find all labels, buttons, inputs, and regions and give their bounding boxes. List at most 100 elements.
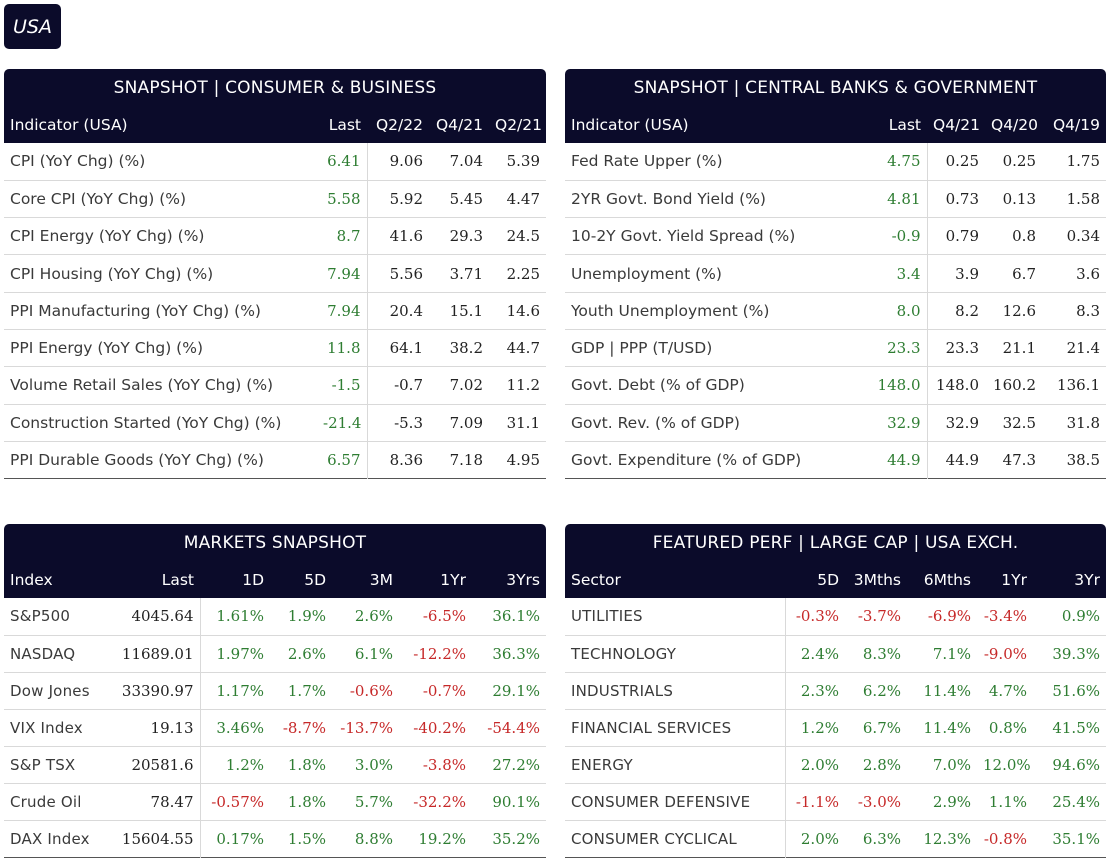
- cell-value: -54.4%: [487, 718, 540, 737]
- cell-value: 5.92: [389, 189, 423, 208]
- row-label: 10-2Y Govt. Yield Spread (%): [571, 227, 796, 246]
- cell-value: 44.9: [945, 451, 979, 470]
- cell-value: 6.1%: [354, 644, 393, 663]
- table-row: Govt. Rev. (% of GDP) 32.9 32.9 32.5 31.8: [565, 404, 1106, 442]
- cell-value: -6.5%: [422, 607, 466, 626]
- markets-header: Index Last 1D 5D 3M 1Yr 3Yrs: [4, 562, 546, 598]
- column-header: Q4/19: [1052, 116, 1100, 134]
- sectors-panel: FEATURED PERF | LARGE CAP | USA EXCH. Se…: [565, 524, 1106, 858]
- column-header: Q4/21: [435, 116, 483, 134]
- table-row: Unemployment (%) 3.4 3.9 6.7 3.6: [565, 254, 1106, 293]
- cell-value: 7.94: [317, 292, 368, 330]
- column-header: Last: [328, 116, 361, 134]
- cell-value: 4.75: [866, 143, 928, 181]
- column-header: Q2/22: [375, 116, 423, 134]
- cell-value: 47.3: [1002, 451, 1036, 470]
- table-row: 10-2Y Govt. Yield Spread (%) -0.9 0.79 0.8 0…: [565, 217, 1106, 255]
- cell-value: 0.25: [945, 152, 979, 171]
- cell-value: -1.1%: [795, 792, 839, 811]
- cell-value: 19.2%: [418, 829, 466, 848]
- table-row: FINANCIAL SERVICES 1.2% 6.7% 11.4% 0.8% 41.5%: [565, 709, 1106, 746]
- cell-value: 5.58: [317, 180, 368, 218]
- cell-value: -13.7%: [340, 718, 393, 737]
- markets-title: MARKETS SNAPSHOT: [4, 524, 546, 562]
- cell-value: 31.8: [1066, 413, 1100, 432]
- cell-value: 2.8%: [862, 755, 901, 774]
- cell-value: 27.2%: [492, 755, 540, 774]
- cell-value: 21.4: [1066, 339, 1100, 358]
- row-label: PPI Durable Goods (YoY Chg) (%): [10, 451, 264, 470]
- cell-value: 4045.64: [114, 598, 201, 635]
- cell-value: -0.6%: [349, 681, 393, 700]
- cell-value: -6.9%: [927, 607, 971, 626]
- cell-value: -3.8%: [422, 755, 466, 774]
- row-label: UTILITIES: [565, 598, 786, 635]
- markets-table: Index Last 1D 5D 3M 1Yr 3Yrs S&P500 4045.64 1.61…: [4, 562, 546, 858]
- cell-value: 24.5: [506, 227, 540, 246]
- cell-value: 6.7: [1012, 264, 1036, 283]
- table-row: Fed Rate Upper (%) 4.75 0.25 0.25 1.75: [565, 143, 1106, 181]
- cell-value: 3.71: [449, 264, 483, 283]
- column-header: 5D: [817, 571, 839, 589]
- sectors-table: Sector 5D 3Mths 6Mths 1Yr 3Yr UTILITIES -0.3% -…: [565, 562, 1106, 858]
- cell-value: 6.57: [317, 441, 368, 479]
- column-header: Q4/20: [991, 116, 1039, 134]
- table-row: CONSUMER DEFENSIVE -1.1% -3.0% 2.9% 1.1% 25.4…: [565, 783, 1106, 820]
- cell-value: 160.2: [993, 376, 1036, 395]
- column-header: Q4/21: [933, 116, 981, 134]
- cell-value: -3.7%: [857, 607, 901, 626]
- table-row: INDUSTRIALS 2.3% 6.2% 11.4% 4.7% 51.6%: [565, 672, 1106, 709]
- table-row: VIX Index 19.13 3.46% -8.7% -13.7% -40.2% -54.…: [4, 709, 546, 746]
- cell-value: -9.0%: [983, 644, 1027, 663]
- cell-value: 15.1: [449, 301, 483, 320]
- table-row: Core CPI (YoY Chg) (%) 5.58 5.92 5.45 4.47: [4, 180, 546, 218]
- cell-value: 8.8%: [354, 829, 393, 848]
- row-label: Fed Rate Upper (%): [571, 152, 723, 171]
- column-header: 1Yr: [1001, 571, 1027, 589]
- table-row: Govt. Debt (% of GDP) 148.0 148.0 160.2 136.…: [565, 366, 1106, 405]
- cell-value: 0.34: [1066, 227, 1100, 246]
- cell-value: 8.2: [955, 301, 979, 320]
- cell-value: 31.1: [506, 413, 540, 432]
- row-label: Govt. Debt (% of GDP): [571, 376, 745, 395]
- cell-value: 35.1%: [1052, 829, 1100, 848]
- cell-value: 2.25: [506, 264, 540, 283]
- cell-value: 36.1%: [492, 607, 540, 626]
- cell-value: 4.7%: [988, 681, 1027, 700]
- cell-value: 29.3: [449, 227, 483, 246]
- cell-value: 23.3: [866, 329, 928, 367]
- cell-value: 3.0%: [354, 755, 393, 774]
- row-label: CPI Housing (YoY Chg) (%): [10, 264, 214, 283]
- cell-value: 2.0%: [800, 829, 839, 848]
- consumer-business-title: SNAPSHOT | CONSUMER & BUSINESS: [4, 69, 546, 107]
- row-label: Core CPI (YoY Chg) (%): [10, 189, 187, 208]
- cell-value: -12.2%: [413, 644, 466, 663]
- cell-value: 1.5%: [287, 829, 326, 848]
- cell-value: 11689.01: [114, 635, 201, 672]
- row-label: CONSUMER CYCLICAL: [565, 820, 786, 857]
- table-row: UTILITIES -0.3% -3.7% -6.9% -3.4% 0.9%: [565, 598, 1106, 635]
- table-row: TECHNOLOGY 2.4% 8.3% 7.1% -9.0% 39.3%: [565, 635, 1106, 672]
- cell-value: -3.0%: [857, 792, 901, 811]
- country-badge: USA: [4, 4, 61, 49]
- sectors-body: UTILITIES -0.3% -3.7% -6.9% -3.4% 0.9% TECHNOL…: [565, 598, 1106, 857]
- row-label: Unemployment (%): [571, 264, 722, 283]
- consumer-business-header: Indicator (USA) Last Q2/22 Q4/21 Q2/21: [4, 107, 546, 143]
- row-label: VIX Index: [10, 718, 83, 737]
- cell-value: 7.0%: [932, 755, 971, 774]
- cell-value: 1.58: [1066, 189, 1100, 208]
- cell-value: 9.06: [389, 152, 423, 171]
- table-row: PPI Manufacturing (YoY Chg) (%) 7.94 20.4 1…: [4, 292, 546, 330]
- central-banks-body: Fed Rate Upper (%) 4.75 0.25 0.25 1.75 2YR Go…: [565, 143, 1106, 479]
- row-label: Crude Oil: [10, 792, 82, 811]
- cell-value: 44.7: [506, 339, 540, 358]
- cell-value: 5.45: [449, 189, 483, 208]
- cell-value: 51.6%: [1052, 681, 1100, 700]
- cell-value: 1.1%: [988, 792, 1027, 811]
- cell-value: 33390.97: [114, 672, 201, 709]
- row-label: INDUSTRIALS: [565, 672, 786, 709]
- row-label: Govt. Expenditure (% of GDP): [571, 451, 802, 470]
- cell-value: 11.4%: [923, 681, 971, 700]
- cell-value: -1.5: [317, 366, 368, 405]
- cell-value: 6.41: [317, 143, 368, 181]
